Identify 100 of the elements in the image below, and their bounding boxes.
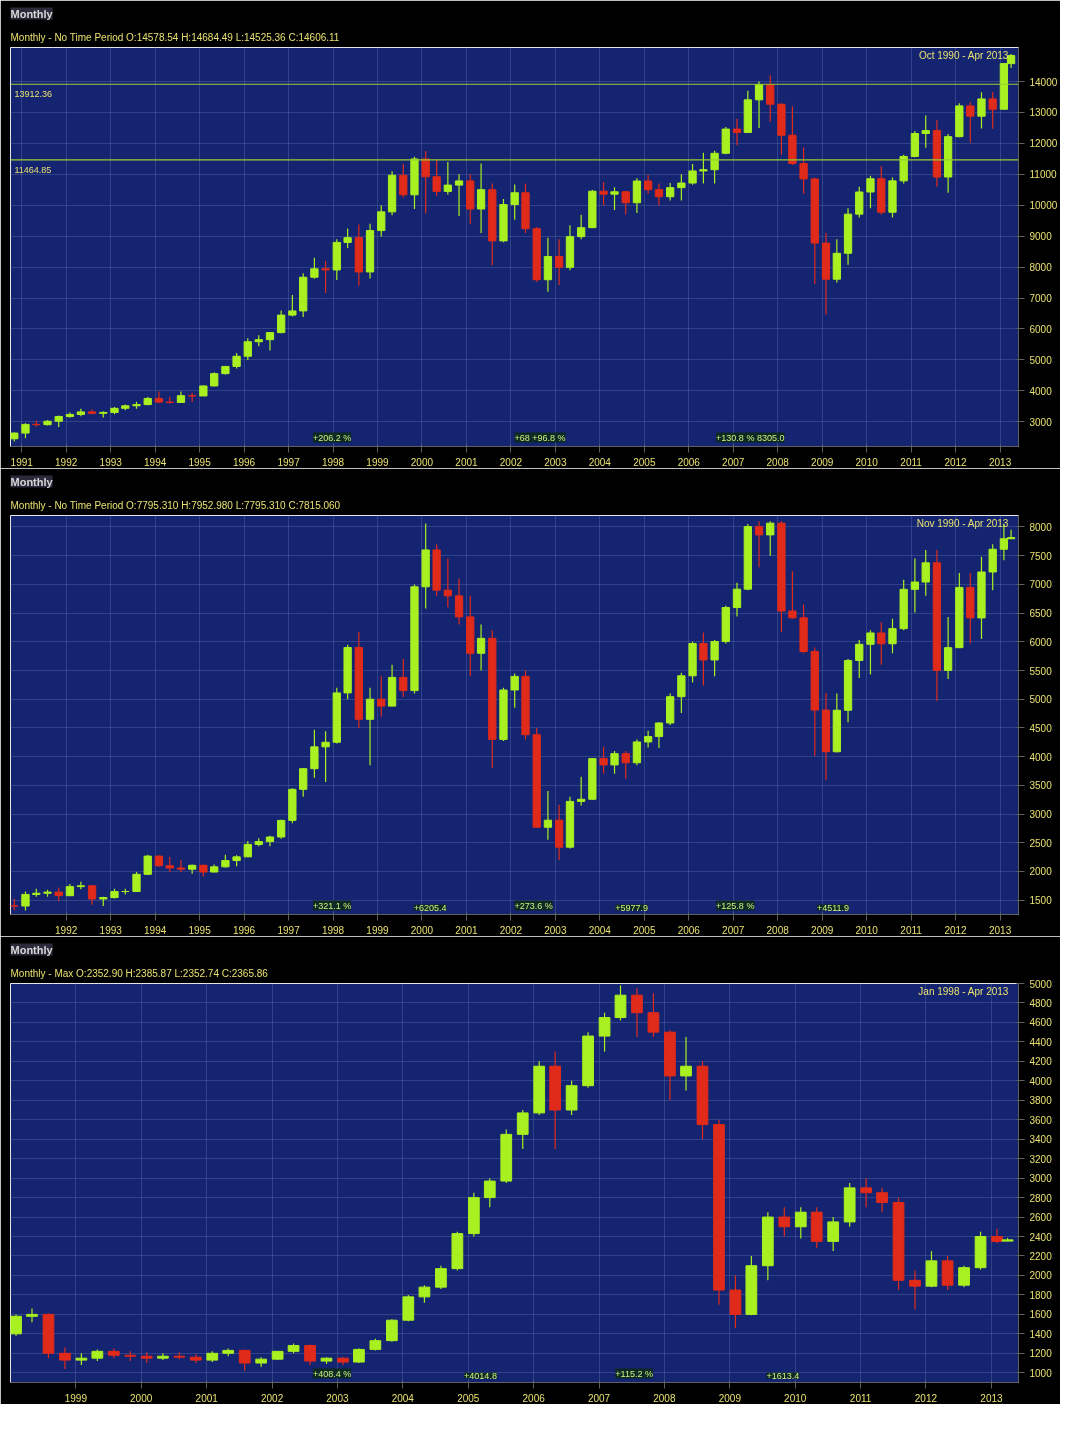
candlestick bbox=[827, 1216, 840, 1252]
x-tick-label: 2001 bbox=[195, 1392, 219, 1404]
x-tick-label: 2001 bbox=[455, 456, 479, 468]
candlestick bbox=[321, 260, 330, 294]
candlestick bbox=[794, 1206, 807, 1240]
candlestick bbox=[454, 173, 464, 217]
y-tick-label: 3000 bbox=[1029, 1173, 1053, 1185]
y-tick-label: 11000 bbox=[1029, 169, 1057, 181]
candlestick bbox=[754, 80, 764, 129]
candlestick bbox=[377, 204, 386, 238]
candlestick bbox=[966, 101, 975, 144]
x-tick-label: 1993 bbox=[99, 924, 123, 936]
candlestick bbox=[610, 750, 619, 775]
candlestick bbox=[343, 227, 352, 249]
candlestick bbox=[632, 177, 642, 214]
y-tick-label: 7000 bbox=[1029, 579, 1053, 591]
ref-line-label: 11464.85 bbox=[14, 164, 52, 175]
x-tick-label: 2004 bbox=[391, 1392, 415, 1404]
candlestick bbox=[699, 632, 708, 687]
y-tick-label: 3600 bbox=[1029, 1114, 1053, 1126]
x-tick-label: 2012 bbox=[914, 1392, 938, 1404]
candlestick bbox=[888, 618, 897, 654]
candlestick bbox=[154, 390, 164, 404]
x-tick-label: 2012 bbox=[944, 924, 968, 936]
annotation: +4511.9 bbox=[816, 902, 850, 913]
x-tick-label: 2006 bbox=[677, 924, 701, 936]
x-tick-label: 2003 bbox=[326, 1392, 349, 1404]
x-tick-label: 1998 bbox=[321, 924, 345, 936]
candlestick bbox=[860, 1177, 873, 1208]
x-tick-label: 1999 bbox=[366, 924, 390, 936]
y-tick-label: 7000 bbox=[1029, 293, 1053, 305]
candlestick bbox=[26, 1307, 38, 1323]
candlestick bbox=[855, 639, 864, 679]
annotation: +206.2 % bbox=[312, 432, 352, 443]
y-tick-label: 3800 bbox=[1029, 1095, 1053, 1107]
candlestick bbox=[647, 992, 660, 1038]
candlestick bbox=[621, 190, 630, 216]
x-tick-label: 2013 bbox=[988, 924, 1012, 936]
candlestick bbox=[632, 738, 642, 766]
candlestick bbox=[988, 91, 997, 130]
x-tick-label: 1996 bbox=[232, 924, 256, 936]
candlestick bbox=[577, 214, 586, 240]
x-tick-label: 2005 bbox=[457, 1392, 480, 1404]
x-tick-label: 2005 bbox=[633, 924, 656, 936]
y-tick-label: 2400 bbox=[1029, 1231, 1053, 1243]
chart-subtitle: Monthly - Max O:2352.90 H:2385.87 L:2352.74 C:2365.86 bbox=[10, 967, 269, 979]
candlestick bbox=[554, 238, 564, 286]
candlestick bbox=[310, 257, 319, 280]
y-tick-label: 4000 bbox=[1029, 751, 1053, 763]
candlestick bbox=[21, 890, 30, 912]
x-tick-label: 1995 bbox=[188, 924, 212, 936]
candlestick bbox=[614, 984, 627, 1022]
candlestick bbox=[76, 881, 86, 890]
candlestick bbox=[877, 621, 886, 666]
candlestick bbox=[599, 181, 608, 206]
y-tick-label: 6000 bbox=[1029, 636, 1053, 648]
y-tick-label: 1200 bbox=[1029, 1348, 1053, 1360]
annotation: +1613.4 bbox=[766, 1370, 800, 1381]
y-tick-label: 3500 bbox=[1029, 780, 1053, 792]
annotation: +6205.4 bbox=[413, 902, 447, 913]
x-tick-label: 2009 bbox=[811, 924, 834, 936]
y-tick-label: 9000 bbox=[1029, 231, 1053, 243]
candlestick bbox=[732, 582, 742, 618]
chart-subtitle: Monthly - No Time Period O:7795.310 H:7952.980 L:7795.310 C:7815.060 bbox=[10, 499, 341, 511]
candlestick bbox=[238, 1348, 251, 1372]
y-tick-label: 1800 bbox=[1029, 1289, 1053, 1301]
y-tick-label: 1600 bbox=[1029, 1309, 1053, 1321]
x-tick-label: 2003 bbox=[544, 924, 567, 936]
annotation: Nov 1990 - Apr 2013 bbox=[916, 517, 1009, 529]
x-tick-label: 2007 bbox=[587, 1392, 611, 1404]
candlestick bbox=[988, 543, 997, 591]
candlestick bbox=[176, 859, 186, 873]
y-tick-label: 4400 bbox=[1029, 1036, 1053, 1048]
x-tick-label: 2002 bbox=[499, 924, 523, 936]
y-tick-label: 6500 bbox=[1029, 608, 1053, 620]
candlestick bbox=[855, 186, 864, 219]
y-tick-label: 1400 bbox=[1029, 1328, 1053, 1340]
candlestick bbox=[910, 130, 920, 158]
y-tick-label: 3400 bbox=[1029, 1134, 1053, 1146]
x-tick-label: 1992 bbox=[55, 456, 78, 468]
x-tick-label: 2013 bbox=[988, 456, 1012, 468]
candlestick bbox=[788, 570, 797, 620]
candlestick bbox=[866, 175, 875, 209]
candlestick bbox=[943, 616, 953, 680]
y-tick-label: 1500 bbox=[1029, 895, 1053, 907]
candlestick bbox=[156, 1352, 169, 1361]
x-tick-label: 2011 bbox=[849, 1392, 872, 1404]
candlestick bbox=[321, 730, 330, 783]
annotation: +4014.8 bbox=[464, 1370, 497, 1381]
annotation: +68 +96.8 % bbox=[514, 432, 566, 443]
candlestick bbox=[621, 750, 630, 780]
x-tick-label: 1999 bbox=[64, 1392, 88, 1404]
candlestick bbox=[443, 557, 452, 608]
candlestick bbox=[598, 1012, 611, 1053]
candlestick bbox=[688, 163, 697, 186]
x-tick-label: 2001 bbox=[455, 924, 479, 936]
x-tick-label: 1994 bbox=[144, 456, 167, 468]
y-tick-label: 3200 bbox=[1029, 1153, 1053, 1165]
candlestick bbox=[435, 1265, 447, 1290]
y-tick-label: 4600 bbox=[1029, 1017, 1053, 1029]
